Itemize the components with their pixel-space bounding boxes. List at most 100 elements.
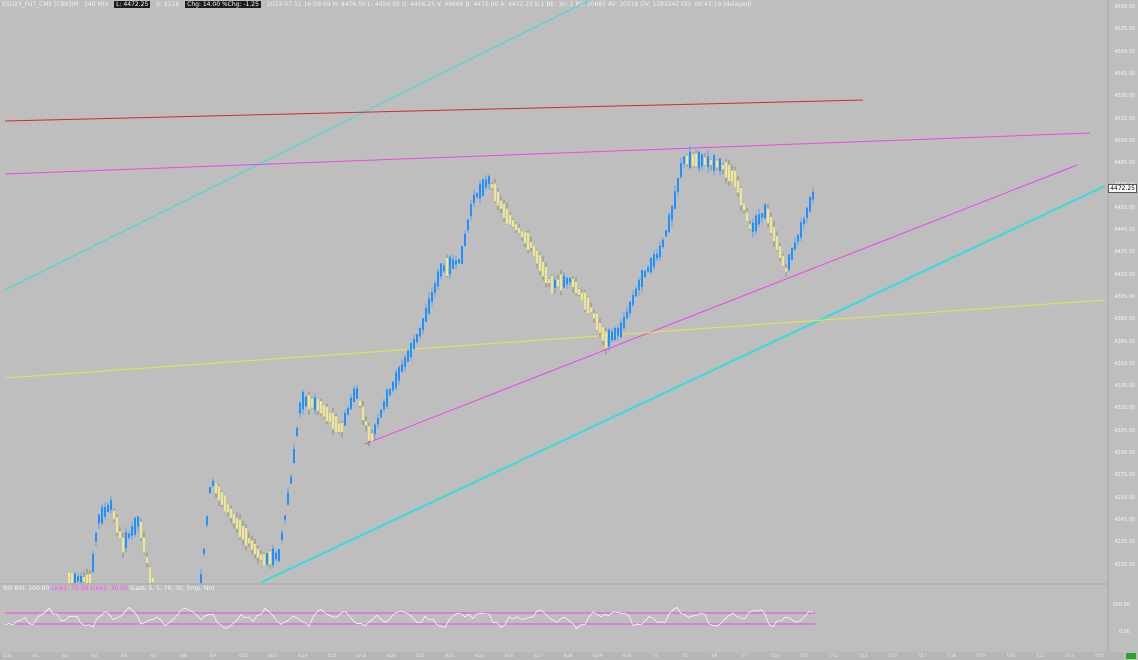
candle-body (503, 203, 505, 219)
candle-body (566, 277, 568, 285)
candle-body (611, 331, 613, 341)
candle-body (500, 200, 502, 209)
candle-body (284, 515, 286, 520)
time-axis-label: 6/15 (327, 653, 337, 658)
candle-body (281, 532, 283, 541)
time-axis-label: 6/1 (32, 653, 39, 658)
price-axis-label: 4350.00 (1114, 360, 1135, 367)
candle-body (71, 572, 73, 583)
time-axis-label: 6/2 (62, 653, 69, 658)
candle-body (80, 575, 82, 583)
candle-body (257, 548, 259, 558)
candle-body (485, 179, 487, 188)
candle-body (644, 270, 646, 278)
magenta-upper-trendline[interactable] (4, 132, 1091, 175)
candle-body (779, 245, 781, 259)
candle-body (86, 574, 88, 583)
candle-body (629, 301, 631, 314)
candle-body (245, 527, 247, 546)
rsi-bsi: BSI: 100.00 (14, 585, 50, 592)
candle-body (386, 389, 388, 407)
candle-body (428, 298, 430, 314)
candle-body (533, 245, 535, 257)
yellow-trendline[interactable] (4, 299, 1106, 379)
candle-body (272, 548, 274, 566)
candle-body (749, 224, 751, 229)
candle-body (395, 372, 397, 388)
last-price-marker: 4472.25 (1108, 184, 1137, 193)
candle-body (107, 504, 109, 513)
candle-body (545, 266, 547, 284)
time-axis-label: 7/17 (917, 653, 927, 658)
candle-body (404, 356, 406, 368)
candlestick-series[interactable] (68, 145, 814, 583)
rsi-header: RSI BSI: 100.00 Line1: 70.00 Line2: 30.0… (3, 585, 214, 592)
candle-body (317, 398, 319, 411)
candle-body (422, 318, 424, 330)
candle-body (350, 397, 352, 409)
candle-body (665, 230, 667, 237)
time-axis-label: 7/21 (1035, 653, 1045, 658)
candle-body (716, 160, 718, 168)
candle-body (407, 350, 409, 362)
price-axis[interactable]: 4590.00 4575.00 4560.00 4545.00 4530.00 4515.… (1108, 0, 1138, 584)
candle-body (470, 204, 472, 216)
price-axis-label: 4425.00 (1114, 249, 1135, 256)
candle-body (719, 158, 721, 172)
candle-body (527, 232, 529, 251)
candle-body (383, 401, 385, 410)
candle-body (98, 514, 100, 524)
candle-body (134, 517, 136, 535)
candle-body (230, 508, 232, 518)
candle-body (125, 532, 127, 549)
candle-body (596, 313, 598, 331)
candle-body (347, 408, 349, 415)
price-axis-label: 4230.00 (1114, 539, 1135, 546)
candle-body (617, 327, 619, 337)
candle-body (614, 328, 616, 340)
candle-body (131, 526, 133, 536)
candle-body (812, 191, 814, 200)
candle-body (89, 574, 91, 583)
candle-body (380, 409, 382, 418)
time-axis-label: 6/8 (180, 653, 187, 658)
symbol-label: ESU23_FUT_CME [CBV]|M (2, 1, 79, 8)
candle-body (494, 183, 496, 202)
price-axis-label: 4335.00 (1114, 383, 1135, 390)
time-axis[interactable]: 5/31 6/1 6/2 6/5 6/6 6/7 6/8 6/9 6/12 6/13 6/14 6/1… (0, 652, 1124, 660)
candle-body (137, 516, 139, 527)
time-axis-label: 7/3 (652, 653, 659, 658)
red-trendline[interactable] (4, 99, 864, 122)
candle-body (95, 532, 97, 542)
price-axis-label: 4215.00 (1114, 561, 1135, 568)
candle-body (524, 232, 526, 244)
candle-body (689, 151, 691, 169)
candle-body (563, 276, 565, 288)
candle-body (209, 487, 211, 494)
candle-body (482, 179, 484, 196)
cyan-thin-trendline[interactable] (4, 0, 591, 291)
candle-body (680, 162, 682, 178)
candle-body (401, 364, 403, 372)
candle-body (623, 316, 625, 329)
cyan-thick-trendline[interactable] (261, 185, 1106, 583)
candle-body (551, 275, 553, 294)
rsi-params: (Last, 5, 5, 70, 30, Smp, No) (129, 585, 215, 592)
candle-body (569, 278, 571, 283)
candle-body (458, 258, 460, 264)
candle-body (275, 552, 277, 560)
candle-body (308, 395, 310, 410)
price-axis-label: 4260.00 (1114, 494, 1135, 501)
magenta-lower-trendline[interactable] (364, 164, 1078, 445)
candle-body (707, 156, 709, 168)
candle-body (605, 331, 607, 349)
candle-body (437, 271, 439, 287)
price-axis-label: 4515.00 (1114, 115, 1135, 122)
price-axis-label: 4545.00 (1114, 70, 1135, 77)
last-size: S: 2216 (156, 1, 180, 8)
candle-body (113, 510, 115, 520)
time-axis-label: 7/14 (888, 653, 897, 658)
candle-body (242, 525, 244, 540)
